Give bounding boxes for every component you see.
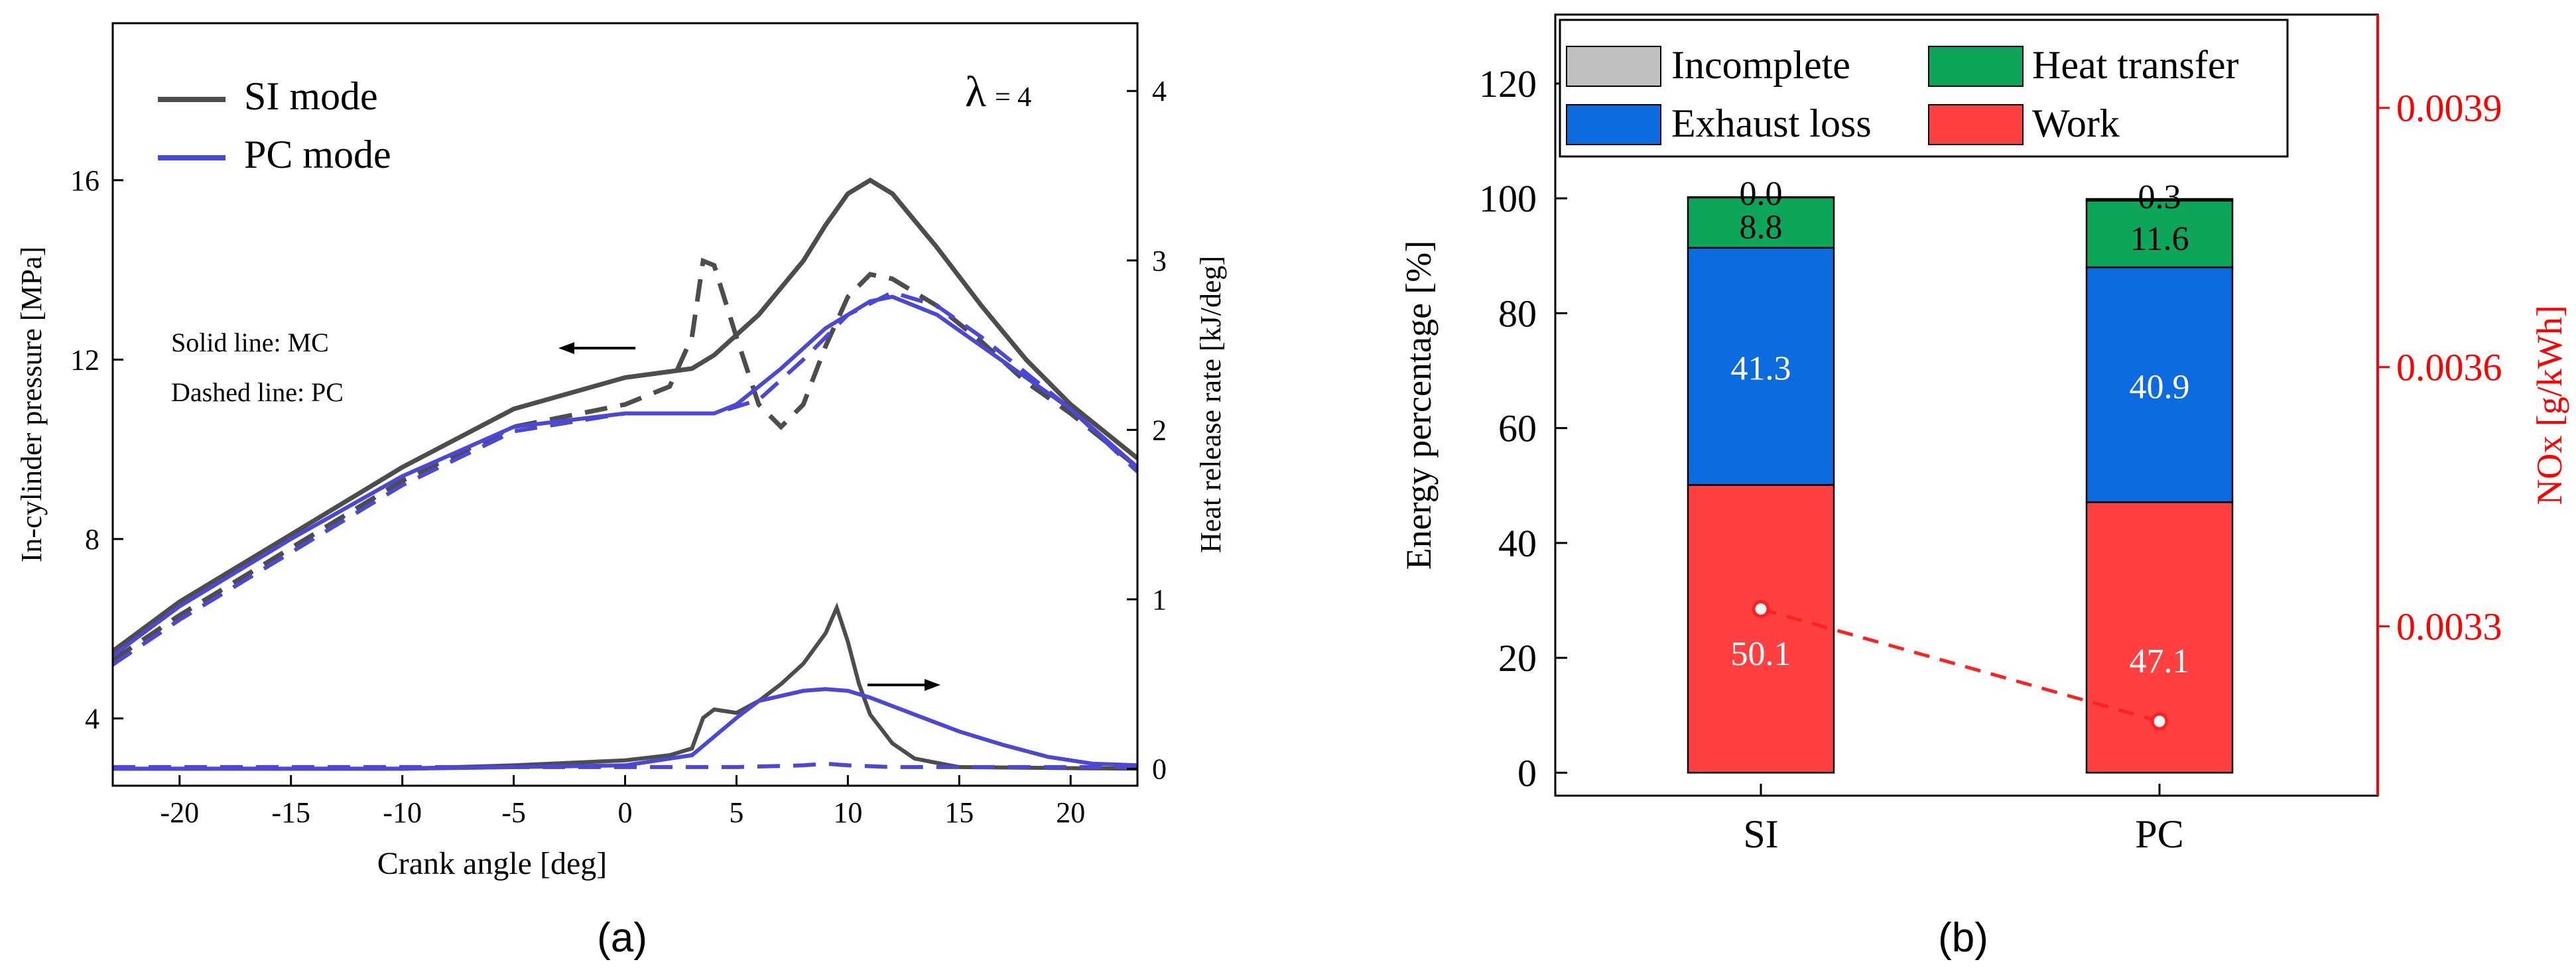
panel-b-bars <box>1687 196 2234 774</box>
legend-incomplete-swatch <box>1566 46 1661 87</box>
panel-b-y2-ticks: 0.0033 0.0036 0.0039 <box>2378 87 2502 648</box>
y-tick-label: 4 <box>85 703 99 735</box>
y-tick-label: 80 <box>1498 292 1537 335</box>
legend-work-swatch <box>1928 104 2024 145</box>
panel-a-x-axis-label: Crank angle [deg] <box>377 846 608 881</box>
y-tick-label: 60 <box>1498 407 1537 450</box>
panel-b-x-ticks: SI PC <box>1743 784 2184 856</box>
panel-a-lines <box>113 177 1137 771</box>
lambda-value: = 4 <box>995 82 1031 113</box>
nox-markers <box>1752 600 2169 731</box>
pc-heat-release-dashed-line <box>113 761 1137 769</box>
y2-tick-label: 0.0039 <box>2396 87 2502 130</box>
bar-label-pc-work: 47.1 <box>2130 642 2190 680</box>
x-tick-label: -5 <box>501 796 526 829</box>
x-tick-label: 15 <box>944 796 974 829</box>
panel-a-y2-ticks: 0 1 2 3 4 <box>1127 75 1167 785</box>
y-tick-label: 0 <box>1517 751 1537 794</box>
panel-b-legend-box <box>1559 19 2289 158</box>
bar-si-incomplete <box>1687 196 1835 199</box>
legend-incomplete-label: Incomplete <box>1671 43 1850 87</box>
bar-si-work <box>1687 484 1835 774</box>
y2-tick-label: 0.0033 <box>2396 605 2502 648</box>
annotation-solid-line: Solid line: MC <box>171 328 329 357</box>
bar-pc-incomplete <box>2085 198 2234 202</box>
y-tick-label: 20 <box>1498 637 1537 680</box>
nox-marker-pc <box>2150 712 2169 731</box>
panel-b-y-ticks: 0 20 40 60 80 100 120 <box>1479 62 1567 794</box>
y2-tick-label: 4 <box>1152 75 1167 107</box>
legend-exhaust-loss-swatch <box>1566 104 1661 145</box>
y-tick-label: 12 <box>70 343 99 376</box>
y-tick-label: 120 <box>1479 62 1537 105</box>
bar-label-si-incomplete: 0.0 <box>1740 175 1783 213</box>
x-tick-label: 5 <box>729 796 743 829</box>
x-tick-label: 0 <box>618 796 633 829</box>
bar-label-pc-heat-transfer: 11.6 <box>2130 220 2189 258</box>
legend-exhaust-loss-label: Exhaust loss <box>1671 101 1872 145</box>
nox-marker-si <box>1752 600 1770 619</box>
y2-tick-label: 2 <box>1152 414 1167 446</box>
nox-dashed-line <box>1760 607 2160 723</box>
si-pressure-solid-line <box>113 177 1137 653</box>
x-tick-label-pc: PC <box>2135 812 2183 856</box>
legend-pc-mode-label: PC mode <box>244 133 391 176</box>
legend-heat-transfer-swatch <box>1928 46 2024 87</box>
y2-tick-label: 1 <box>1152 583 1167 616</box>
panel-a-legend: SI mode PC mode <box>158 74 391 176</box>
arrow-right-heat-release-axis <box>868 679 940 691</box>
bar-pc-exhaust-loss <box>2085 266 2234 503</box>
bar-label-si-exhaust-loss: 41.3 <box>1731 350 1791 388</box>
x-tick-label-si: SI <box>1743 812 1778 856</box>
annotation-dashed-line: Dashed line: PC <box>171 377 344 407</box>
panel-a-y-ticks: 4 8 12 16 <box>70 164 123 735</box>
lambda-symbol: λ <box>965 68 986 116</box>
panel-b-bar-labels: 50.1 41.3 8.80.0 47.1 40.9 11.6 0.3 <box>1731 175 2190 680</box>
pc-pressure-dashed-line <box>113 290 1137 666</box>
legend-work-label: Work <box>2032 101 2120 145</box>
legend-heat-transfer-label: Heat transfer <box>2032 43 2239 87</box>
panel-b-legend: Incomplete Heat transfer Exhaust loss Wo… <box>1559 19 2289 158</box>
y2-tick-label: 0.0036 <box>2396 346 2502 389</box>
x-tick-label: 20 <box>1056 796 1085 829</box>
panel-b: 50.1 41.3 8.80.0 47.1 40.9 11.6 0.3 0 20 40 60 80 1… <box>1399 13 2569 961</box>
bar-si-heat-transfer <box>1687 196 1835 249</box>
pc-pressure-solid-line <box>113 294 1137 658</box>
pc-heat-release-line <box>113 687 1137 771</box>
panel-b-caption: (b) <box>1938 915 1988 961</box>
si-pressure-dashed-line <box>113 257 1137 662</box>
si-heat-release-line <box>113 602 1137 771</box>
x-tick-label: -15 <box>271 796 310 829</box>
bar-pc-heat-transfer <box>2085 200 2234 269</box>
y-tick-label: 100 <box>1479 177 1537 220</box>
x-tick-label: 10 <box>833 796 862 829</box>
panel-a-y-axis-label: In-cylinder pressure [MPa] <box>15 247 48 563</box>
y-tick-label: 8 <box>85 523 99 556</box>
y-tick-label: 16 <box>70 164 99 197</box>
panel-b-y-axis-label: Energy percentage [%] <box>1399 241 1439 570</box>
legend-si-mode-label: SI mode <box>244 74 378 118</box>
x-tick-label: -10 <box>383 796 422 829</box>
arrow-left-pressure-axis <box>558 342 635 354</box>
panel-b-y2-axis-label: NOx [g/kWh] <box>2530 305 2569 505</box>
panel-a-caption: (a) <box>597 915 647 961</box>
panel-a-y2-axis-label: Heat release rate [kJ/deg] <box>1194 256 1227 553</box>
bar-label-si-heat-transfer: 8.8 <box>1740 209 1783 247</box>
bar-label-pc-incomplete: 0.3 <box>2138 178 2181 216</box>
bar-pc-work <box>2085 501 2234 774</box>
panel-a-x-ticks: -20 -15 -10 -5 0 5 10 15 20 <box>160 775 1085 829</box>
x-tick-label: -20 <box>160 796 199 829</box>
y2-tick-label: 3 <box>1152 245 1167 277</box>
y2-tick-label: 0 <box>1152 753 1167 785</box>
bar-label-si-work: 50.1 <box>1731 635 1791 673</box>
bar-label-pc-exhaust-loss: 40.9 <box>2130 368 2190 406</box>
y-tick-label: 40 <box>1498 522 1537 565</box>
